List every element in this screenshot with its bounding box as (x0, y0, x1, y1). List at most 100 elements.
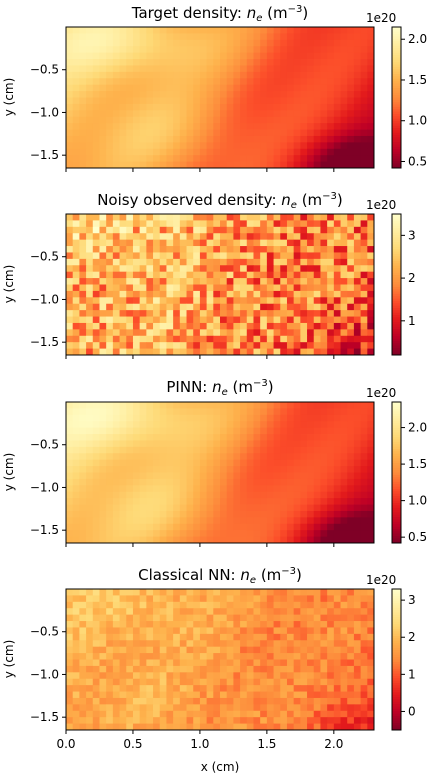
heatmap-cell (126, 408, 134, 416)
heatmap-cell (153, 653, 161, 660)
heatmap-cell (193, 39, 201, 47)
heatmap-cell (347, 220, 355, 228)
heatmap-cell (146, 466, 154, 473)
heatmap-cell (286, 402, 295, 409)
heatmap-cell (293, 103, 301, 111)
heatmap-cell (173, 414, 181, 422)
heatmap-cell (226, 91, 234, 98)
colorbar-swatch (392, 36, 401, 40)
heatmap-cell (273, 65, 281, 73)
x-axis: 0.0 0.5 1.0 1.5 2.0 (56, 730, 343, 751)
heatmap-cell (307, 446, 315, 454)
heatmap-cell (66, 710, 74, 718)
heatmap-cell (286, 316, 295, 324)
heatmap-cell (333, 129, 341, 137)
heatmap-cell (159, 640, 167, 648)
heatmap-cell (146, 33, 154, 41)
heatmap-cell (353, 65, 362, 73)
heatmap-cell (313, 536, 321, 544)
heatmap-cell (186, 601, 194, 609)
heatmap-cell (273, 478, 281, 486)
heatmap-cell (220, 303, 228, 311)
heatmap-cell (92, 485, 100, 493)
heatmap-cell (266, 478, 274, 486)
heatmap-cell (307, 233, 315, 241)
heatmap-cell (193, 704, 201, 712)
colorbar-swatch (392, 493, 401, 497)
heatmap-cell (293, 621, 301, 628)
heatmap-cell (253, 123, 261, 130)
heatmap-cell (340, 148, 348, 156)
heatmap-cell (166, 414, 174, 422)
heatmap-cell (307, 65, 315, 73)
heatmap-cell (353, 446, 362, 454)
colorbar-swatch (392, 603, 401, 606)
heatmap-cell (99, 697, 107, 705)
heatmap-cell (119, 633, 127, 641)
heatmap-cell (112, 685, 120, 692)
x-tick-label: 0.5 (123, 737, 142, 751)
heatmap-cell (226, 589, 234, 596)
heatmap-cell (280, 633, 288, 641)
heatmap-cell (353, 440, 362, 448)
heatmap-cell (347, 536, 355, 544)
heatmap-cell (240, 691, 248, 699)
colorbar-swatch (392, 510, 401, 513)
heatmap-cell (347, 414, 355, 422)
heatmap-cell (86, 322, 94, 330)
heatmap-cell (179, 408, 187, 416)
heatmap-cell (79, 342, 87, 349)
heatmap-cell (266, 78, 274, 86)
heatmap-cell (307, 491, 315, 499)
heatmap-cell (92, 421, 100, 429)
heatmap-cell (166, 466, 174, 473)
heatmap-cell (66, 335, 74, 343)
heatmap-cell (253, 678, 261, 686)
heatmap-cell (146, 310, 154, 317)
heatmap-cell (146, 271, 154, 279)
heatmap-cell (353, 91, 362, 98)
heatmap-cell (286, 665, 295, 673)
heatmap-cell (193, 595, 201, 603)
heatmap-cell (139, 142, 147, 150)
heatmap-cell (273, 640, 281, 648)
heatmap-cell (353, 27, 362, 34)
heatmap-cell (300, 536, 308, 544)
heatmap-cell (86, 414, 94, 422)
heatmap-cell (139, 52, 147, 60)
heatmap-cell (246, 27, 254, 34)
heatmap-cell (166, 52, 174, 60)
heatmap-cell (226, 653, 234, 660)
heatmap-cell (179, 504, 187, 512)
heatmap-cell (193, 672, 201, 680)
heatmap-cell (226, 717, 234, 724)
colorbar-swatch (392, 486, 401, 490)
heatmap-cell (280, 78, 288, 86)
heatmap-cell (132, 246, 141, 253)
heatmap-cell (72, 697, 80, 705)
heatmap-cell (112, 278, 120, 285)
heatmap-cell (313, 427, 321, 435)
heatmap-cell (186, 297, 194, 305)
heatmap-cell (159, 65, 167, 73)
heatmap-cell (66, 621, 74, 628)
heatmap-cell (327, 116, 335, 124)
heatmap-cell (119, 226, 127, 234)
heatmap-cell (199, 653, 208, 660)
heatmap-cell (320, 297, 328, 305)
heatmap-cell (193, 640, 201, 648)
heatmap-cell (293, 59, 301, 66)
heatmap-cell (260, 303, 268, 311)
heatmap-cell (159, 697, 167, 705)
heatmap-cell (240, 78, 248, 86)
heatmap-cell (99, 103, 107, 111)
heatmap-cell (367, 335, 375, 343)
heatmap-cell (132, 691, 141, 699)
heatmap-cell (199, 504, 208, 512)
heatmap-cell (132, 608, 141, 616)
colorbar-swatch (392, 477, 401, 481)
heatmap-cell (360, 523, 368, 531)
heatmap-cell (159, 427, 167, 435)
heatmap-cell (266, 310, 274, 317)
heatmap-cell (173, 466, 181, 473)
